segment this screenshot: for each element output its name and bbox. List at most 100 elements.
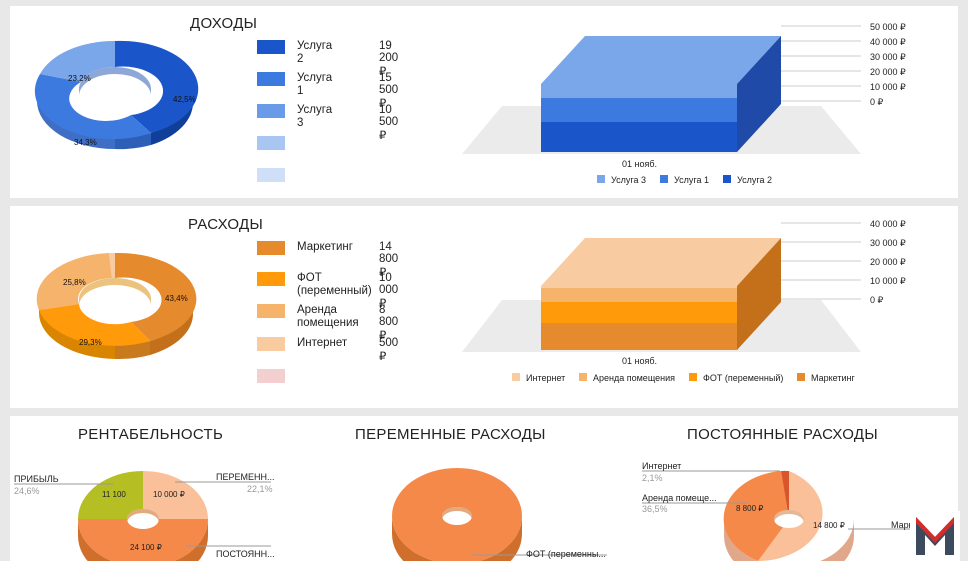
expenses-donut-chart: 43,4% 29,3% 25,8% 40 000 ₽ 30 000 ₽ 20 0… bbox=[36, 219, 906, 383]
expenses-slice-side-3 bbox=[150, 299, 194, 355]
profitability-callout-name: ПЕРЕМЕНН... bbox=[216, 472, 274, 482]
legend-swatch bbox=[257, 136, 285, 150]
fixed-callout-name: Интернет bbox=[642, 461, 681, 471]
expenses-slice-internet bbox=[109, 252, 115, 278]
income-bar-legend-label: Услуга 1 bbox=[674, 175, 709, 185]
income-category-label: 01 нояб. bbox=[622, 159, 657, 169]
expenses-bar-segment-internet bbox=[541, 286, 737, 288]
expenses-slice-payroll bbox=[39, 304, 150, 346]
profitability-callout-pct: 24,6% bbox=[14, 486, 40, 496]
legend-value: 15 500 ₽ bbox=[379, 72, 399, 110]
fixed-value-label: 14 800 ₽ bbox=[813, 521, 845, 530]
brand-logo bbox=[910, 511, 960, 561]
expenses-tick: 0 ₽ bbox=[870, 295, 884, 305]
profitability-value-label: 11 100 bbox=[102, 490, 126, 499]
expenses-bar-legend-swatch bbox=[512, 373, 520, 381]
income-bar-chart: 50 000 ₽ 40 000 ₽ 30 000 ₽ 20 000 ₽ 10 0… bbox=[462, 22, 906, 185]
legend-swatch bbox=[257, 337, 285, 351]
income-pct-2: 34,3% bbox=[74, 138, 97, 147]
income-tick: 10 000 ₽ bbox=[870, 82, 906, 92]
expenses-pct-2: 29,3% bbox=[79, 338, 102, 347]
legend-value: 10 500 ₽ bbox=[379, 104, 399, 142]
income-bar-legend-swatch bbox=[723, 175, 731, 183]
legend-label: Услуга 3 bbox=[297, 104, 333, 129]
profitability-callout-name: ПРИБЫЛЬ bbox=[14, 474, 59, 484]
income-tick: 0 ₽ bbox=[870, 97, 884, 107]
variable-callout: ФОТ (переменны... bbox=[526, 549, 606, 559]
fixed-slice-rent bbox=[723, 471, 789, 561]
expenses-tick: 10 000 ₽ bbox=[870, 276, 906, 286]
fixed-pie-side bbox=[724, 519, 854, 561]
legend-swatch bbox=[257, 168, 285, 182]
expenses-slice-marketing bbox=[115, 252, 197, 341]
legend-value: 19 200 ₽ bbox=[379, 40, 399, 78]
expenses-bar-legend-label: Аренда помещения bbox=[593, 373, 675, 383]
expenses-tick: 20 000 ₽ bbox=[870, 257, 906, 267]
income-slice-service1 bbox=[34, 74, 151, 140]
profitability-title: РЕНТАБЕЛЬНОСТЬ bbox=[78, 426, 224, 443]
expenses-title: РАСХОДЫ bbox=[188, 216, 264, 233]
income-bar-segment-service2 bbox=[541, 122, 737, 152]
income-tick: 50 000 ₽ bbox=[870, 22, 906, 32]
income-tick: 20 000 ₽ bbox=[870, 67, 906, 77]
income-tick: 30 000 ₽ bbox=[870, 52, 906, 62]
expenses-bar-legend-label: Маркетинг bbox=[811, 373, 855, 383]
income-tick: 40 000 ₽ bbox=[870, 37, 906, 47]
bottom-panel: РЕНТАБЕЛЬНОСТЬ ПЕРЕМЕННЫЕ РАСХОДЫ ПОСТОЯ… bbox=[10, 416, 958, 561]
income-pct-1: 42,5% bbox=[173, 95, 196, 104]
income-bar-legend-label: Услуга 3 bbox=[611, 175, 646, 185]
bottom-charts: 11 100 10 000 ₽ 24 100 ₽ ПРИБЫЛЬ 24,6% П… bbox=[14, 461, 935, 561]
income-bar-legend-swatch bbox=[660, 175, 668, 183]
variable-pie-chart: ФОТ (переменны... bbox=[392, 468, 607, 561]
legend-swatch bbox=[257, 369, 285, 383]
legend-value: 14 800 ₽ bbox=[379, 241, 399, 279]
expenses-bar-legend-swatch bbox=[689, 373, 697, 381]
profitability-callout-name: ПОСТОЯНН... bbox=[216, 549, 275, 559]
income-bar-legend-label: Услуга 2 bbox=[737, 175, 772, 185]
expenses-bar-chart: 40 000 ₽ 30 000 ₽ 20 000 ₽ 10 000 ₽ 0 ₽ … bbox=[462, 219, 906, 383]
fixed-value-label: 8 800 ₽ bbox=[736, 504, 763, 513]
legend-swatch bbox=[257, 241, 285, 255]
profitability-callout-pct: 22,1% bbox=[247, 484, 273, 494]
profitability-value-label: 24 100 ₽ bbox=[130, 543, 162, 552]
fixed-callout-name: Аренда помеще... bbox=[642, 493, 717, 503]
legend-label: Услуга 1 bbox=[297, 72, 333, 97]
legend-value: 8 800 ₽ bbox=[379, 304, 399, 342]
fixed-title: ПОСТОЯННЫЕ РАСХОДЫ bbox=[687, 426, 878, 443]
income-bar-side bbox=[737, 36, 781, 152]
income-bar-top bbox=[541, 36, 781, 84]
legend-swatch bbox=[257, 40, 285, 54]
expenses-bar-side bbox=[737, 238, 781, 350]
legend-swatch bbox=[257, 72, 285, 86]
income-pct-3: 23,2% bbox=[68, 74, 91, 83]
expenses-tick: 40 000 ₽ bbox=[870, 219, 906, 229]
income-slice-side-3 bbox=[151, 89, 194, 145]
expenses-bar-segment-payroll bbox=[541, 302, 737, 323]
legend-label: ФОТ (переменный) bbox=[297, 272, 372, 297]
fixed-slice-internet bbox=[781, 470, 789, 519]
income-bar-segment-service3 bbox=[541, 84, 737, 98]
profitability-slice-fixed bbox=[78, 519, 208, 561]
fixed-callout-pct: 36,5% bbox=[642, 504, 668, 514]
legend-swatch bbox=[257, 272, 285, 286]
profitability-pie-chart: 11 100 10 000 ₽ 24 100 ₽ ПРИБЫЛЬ 24,6% П… bbox=[14, 471, 275, 561]
legend-swatch bbox=[257, 104, 285, 118]
expenses-bar-top bbox=[541, 238, 781, 286]
expenses-bar-segment-marketing bbox=[541, 323, 737, 350]
profitability-slice-variable bbox=[143, 471, 208, 519]
legend-label: Услуга 2 bbox=[297, 40, 333, 65]
expenses-slice-rent bbox=[36, 253, 112, 310]
fixed-callout-pct: 2,1% bbox=[642, 473, 663, 483]
income-slice-service2 bbox=[115, 40, 199, 134]
expenses-bar-legend-label: ФОТ (переменный) bbox=[703, 373, 783, 383]
variable-pie-side bbox=[392, 516, 522, 561]
expenses-pct-1: 43,4% bbox=[165, 294, 188, 303]
legend-value: 500 ₽ bbox=[379, 337, 399, 363]
profitability-slice-profit bbox=[78, 471, 143, 519]
expenses-category-label: 01 нояб. bbox=[622, 356, 657, 366]
legend-value: 10 000 ₽ bbox=[379, 272, 399, 310]
expenses-bar-legend-swatch bbox=[579, 373, 587, 381]
expenses-bar-legend-swatch bbox=[797, 373, 805, 381]
expenses-bar-segment-rent bbox=[541, 288, 737, 302]
expenses-bar-legend-label: Интернет bbox=[526, 373, 565, 383]
